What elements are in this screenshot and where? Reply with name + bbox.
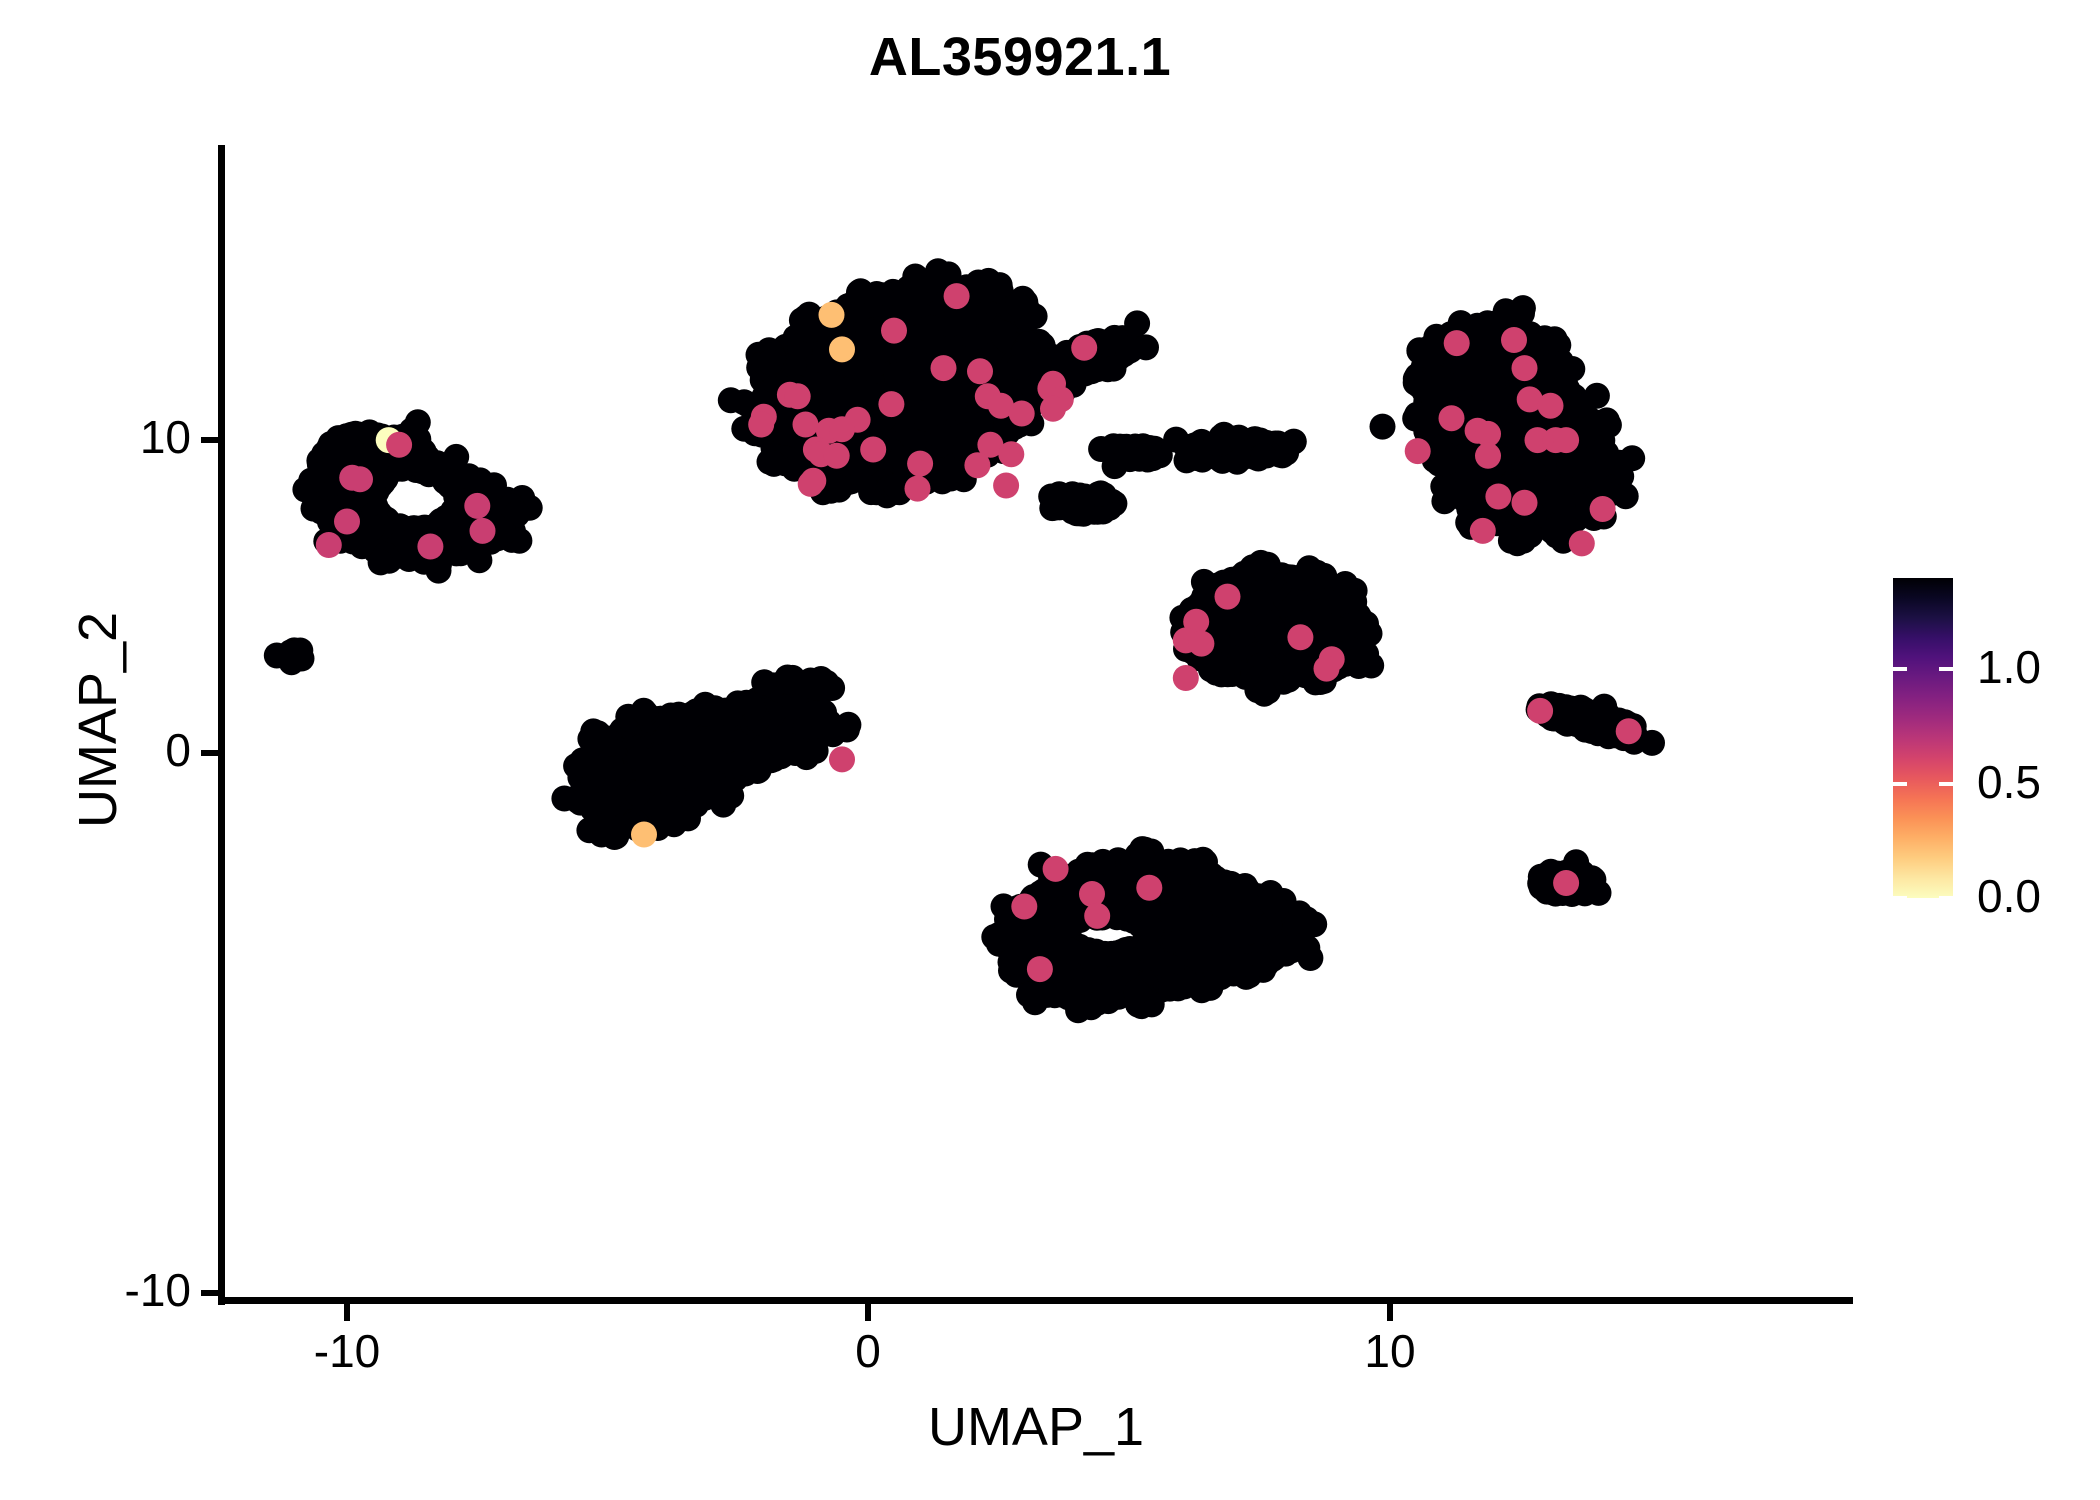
scatter-point <box>1005 292 1032 319</box>
scatter-point <box>1173 433 1200 460</box>
scatter-point <box>757 349 784 376</box>
scatter-point <box>443 443 470 470</box>
scatter-point <box>503 500 530 527</box>
scatter-point <box>351 524 378 551</box>
scatter-point <box>717 387 744 414</box>
scatter-point <box>972 277 999 304</box>
scatter-point <box>277 640 304 667</box>
scatter-plot <box>263 258 1665 1024</box>
scatter-point <box>455 463 482 490</box>
scatter-point <box>797 317 823 344</box>
scatter-point <box>435 471 462 498</box>
scatter-point <box>1066 500 1093 527</box>
scatter-point <box>1006 353 1033 380</box>
scatter-point <box>1115 338 1142 365</box>
plot-panel <box>222 145 1850 1300</box>
scatter-point <box>1043 492 1069 519</box>
scatter-point <box>329 434 356 461</box>
scatter-point <box>908 323 935 350</box>
scatter-point <box>930 424 957 451</box>
scatter-point <box>937 457 964 484</box>
scatter-point <box>298 467 325 494</box>
scatter-point <box>1087 480 1114 507</box>
scatter-point <box>847 278 874 305</box>
scatter-point <box>1210 421 1237 448</box>
scatter-point <box>367 549 394 576</box>
scatter-point <box>1280 428 1307 455</box>
page-title: AL359921.1 <box>868 27 1172 87</box>
scatter-point <box>919 267 946 294</box>
scatter-point <box>490 519 517 546</box>
scatter-point <box>1250 442 1277 469</box>
scatter-point <box>1088 436 1115 462</box>
scatter-point <box>1124 310 1151 337</box>
